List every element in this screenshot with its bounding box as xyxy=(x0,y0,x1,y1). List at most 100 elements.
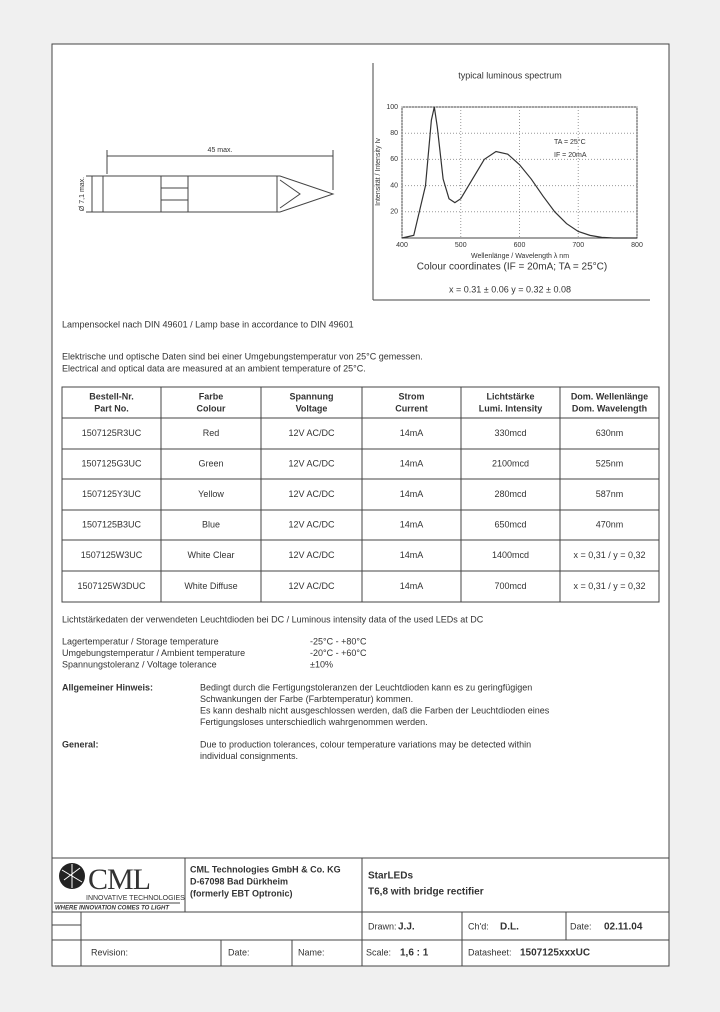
table-header: Current xyxy=(395,403,428,413)
y-tick-label: 40 xyxy=(390,182,398,189)
table-header: Farbe xyxy=(199,391,224,401)
field-label: Name: xyxy=(298,947,325,957)
table-cell: 525nm xyxy=(596,458,624,468)
table-cell: 14mA xyxy=(400,519,424,529)
company-line: CML Technologies GmbH & Co. KG xyxy=(190,864,341,874)
table-cell: 12V AC/DC xyxy=(288,489,335,499)
remark-label: General: xyxy=(62,739,99,749)
table-cell: 12V AC/DC xyxy=(288,519,335,529)
table-cell: 12V AC/DC xyxy=(288,458,335,468)
spectrum-title: typical luminous spectrum xyxy=(458,70,562,80)
table-cell: 14mA xyxy=(400,581,424,591)
x-tick-label: 700 xyxy=(572,242,584,249)
table-cell: 14mA xyxy=(400,458,424,468)
frame xyxy=(51,43,670,967)
table-cell: 12V AC/DC xyxy=(288,550,335,560)
remark-line: Due to production tolerances, colour tem… xyxy=(200,739,531,749)
remark-line: Bedingt durch die Fertigungstoleranzen d… xyxy=(200,682,532,692)
lamp-base: Lampensockel nach DIN 49601 / Lamp base … xyxy=(62,319,354,329)
title-block-lines xyxy=(52,857,669,966)
field-label: Datasheet: xyxy=(468,947,512,957)
table-header: Dom. Wellenlänge xyxy=(571,391,648,401)
field-value: 1507125xxxUC xyxy=(520,948,590,959)
table-cell: x = 0,31 / y = 0,32 xyxy=(573,550,645,560)
y-axis-label: Intensität / Intensity Iv xyxy=(375,138,382,206)
field-label: Revision: xyxy=(91,947,128,957)
table-cell: Blue xyxy=(202,519,220,529)
spectrum-line xyxy=(401,106,637,239)
table-cell: 280mcd xyxy=(494,489,526,499)
spec-label: Lagertemperatur / Storage temperature xyxy=(62,636,219,646)
logo-text: CML xyxy=(88,863,150,896)
product-line: T6,8 with bridge rectifier xyxy=(368,887,484,898)
table-cell: 1507125W3UC xyxy=(81,550,143,560)
table-cell: White Clear xyxy=(187,550,234,560)
lamp-drawing xyxy=(86,150,335,213)
table-cell: 14mA xyxy=(400,489,424,499)
table-cell: Green xyxy=(198,458,223,468)
table-cell: Red xyxy=(203,428,220,438)
table-cell: 1400mcd xyxy=(492,550,529,560)
x-tick-label: 600 xyxy=(514,242,526,249)
field-value: D.L. xyxy=(500,922,519,933)
remark-line: Schwankungen der Farbe (Farbtemperatur) … xyxy=(200,694,413,704)
spec-label: Spannungstoleranz / Voltage tolerance xyxy=(62,659,217,669)
y-tick-label: 100 xyxy=(386,104,398,111)
field-label: Scale: xyxy=(366,947,391,957)
logo-slogan: WHERE INNOVATION COMES TO LIGHT xyxy=(55,906,170,912)
x-tick-label: 500 xyxy=(455,242,467,249)
company-line: (formerly EBT Optronic) xyxy=(190,888,293,898)
remark-line: Es kann deshalb nicht ausgeschlossen wer… xyxy=(200,705,550,715)
table-cell: x = 0,31 / y = 0,32 xyxy=(573,581,645,591)
table-cell: 14mA xyxy=(400,550,424,560)
field-label: Ch'd: xyxy=(468,921,489,931)
remark-line: individual consignments. xyxy=(200,751,298,761)
field-value: 1,6 : 1 xyxy=(400,948,429,959)
field-label: Date: xyxy=(228,947,250,957)
table-cell: 1507125W3DUC xyxy=(77,581,146,591)
table-cell: 1507125B3UC xyxy=(82,519,142,529)
colour-title: Colour coordinates (IF = 20mA; TA = 25°C… xyxy=(417,262,607,273)
colour-values: x = 0.31 ± 0.06 y = 0.32 ± 0.08 xyxy=(449,284,571,294)
dimension-length: 45 max. xyxy=(208,147,233,154)
table-cell: 2100mcd xyxy=(492,458,529,468)
table-header: Voltage xyxy=(296,403,328,413)
company-line: D-67098 Bad Dürkheim xyxy=(190,876,288,886)
table-cell: 14mA xyxy=(400,428,424,438)
field-value: J.J. xyxy=(398,922,415,933)
remark-line: Fertigungsloses unterschiedlich wahrgeno… xyxy=(200,717,428,727)
x-axis-label: Wellenlänge / Wavelength λ nm xyxy=(471,253,569,260)
spec-value: -20°C - +60°C xyxy=(310,648,367,658)
table-header: Spannung xyxy=(290,391,334,401)
y-tick-label: 60 xyxy=(390,156,398,163)
spec-label: Umgebungstemperatur / Ambient temperatur… xyxy=(62,648,245,658)
legend-condition: IF = 20mA xyxy=(554,152,587,159)
product-line: StarLEDs xyxy=(368,871,413,882)
table-cell: 330mcd xyxy=(494,428,526,438)
spec-value: ±10% xyxy=(310,659,333,669)
table-cell: 1507125G3UC xyxy=(81,458,142,468)
x-tick-label: 400 xyxy=(396,242,408,249)
table-header: Bestell-Nr. xyxy=(89,391,134,401)
table-cell: Yellow xyxy=(198,489,224,499)
note: Lichtstärkedaten der verwendeten Leuchtd… xyxy=(62,614,484,624)
y-tick-label: 20 xyxy=(390,209,398,216)
table-cell: 587nm xyxy=(596,489,624,499)
logo-subtitle: INNOVATIVE TECHNOLOGIES xyxy=(86,895,185,902)
table-header: Lumi. Intensity xyxy=(479,403,543,413)
table-header: Lichtstärke xyxy=(486,391,534,401)
field-label: Date: xyxy=(570,921,592,931)
table-border xyxy=(61,386,660,603)
table-cell: 630nm xyxy=(596,428,624,438)
table-cell: 470nm xyxy=(596,519,624,529)
table-cell: 1507125Y3UC xyxy=(82,489,142,499)
table-cell: 650mcd xyxy=(494,519,526,529)
field-value: 02.11.04 xyxy=(604,922,643,933)
table-cell: 12V AC/DC xyxy=(288,581,335,591)
table-header: Part No. xyxy=(94,403,129,413)
table-header: Strom xyxy=(398,391,424,401)
table-header: Colour xyxy=(197,403,226,413)
x-tick-label: 800 xyxy=(631,242,643,249)
